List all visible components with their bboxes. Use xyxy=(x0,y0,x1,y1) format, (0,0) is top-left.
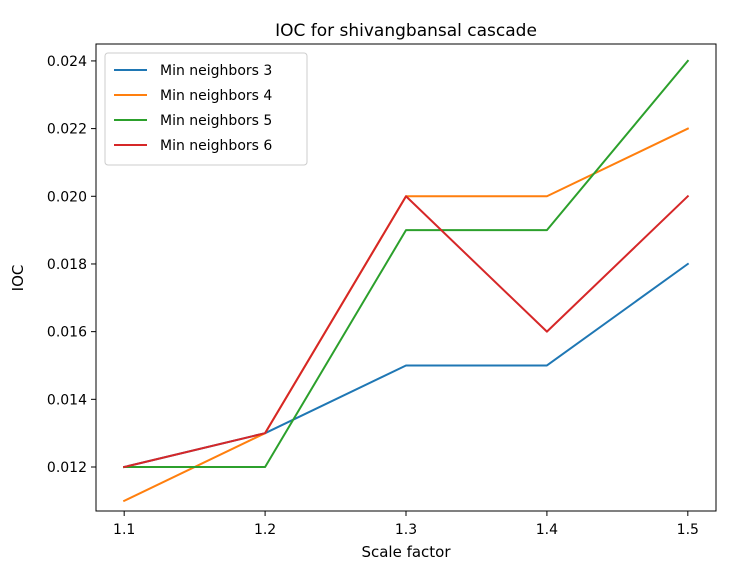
x-tick-label: 1.2 xyxy=(254,522,276,538)
y-tick-label: 0.020 xyxy=(47,189,87,205)
series-line-3 xyxy=(123,59,690,469)
series-line-4 xyxy=(122,194,690,469)
legend-label: Min neighbors 4 xyxy=(160,88,272,104)
y-tick-label: 0.024 xyxy=(47,54,87,70)
x-axis-label: Scale factor xyxy=(361,543,451,561)
x-tick-label: 1.5 xyxy=(677,522,699,538)
x-tick-label: 1.1 xyxy=(113,522,135,538)
y-tick-label: 0.022 xyxy=(47,122,87,138)
y-tick-label: 0.014 xyxy=(47,392,87,408)
series-line-1 xyxy=(122,262,690,469)
y-tick-label: 0.012 xyxy=(47,460,87,476)
series-line-2 xyxy=(122,127,690,503)
x-tick-label: 1.4 xyxy=(536,522,558,538)
legend-label: Min neighbors 6 xyxy=(160,138,272,154)
x-tick-label: 1.3 xyxy=(395,522,417,538)
legend-box xyxy=(104,52,308,166)
legend: Min neighbors 3 Min neighbors 4 Min neighb… xyxy=(104,52,308,166)
y-tick-label: 0.018 xyxy=(47,257,87,273)
legend-label: Min neighbors 3 xyxy=(160,63,272,79)
y-tick-label: 0.016 xyxy=(47,325,87,341)
legend-label: Min neighbors 5 xyxy=(160,113,272,129)
chart-title: IOC for shivangbansal cascade xyxy=(275,21,537,41)
y-axis-label: IOC xyxy=(9,265,27,292)
